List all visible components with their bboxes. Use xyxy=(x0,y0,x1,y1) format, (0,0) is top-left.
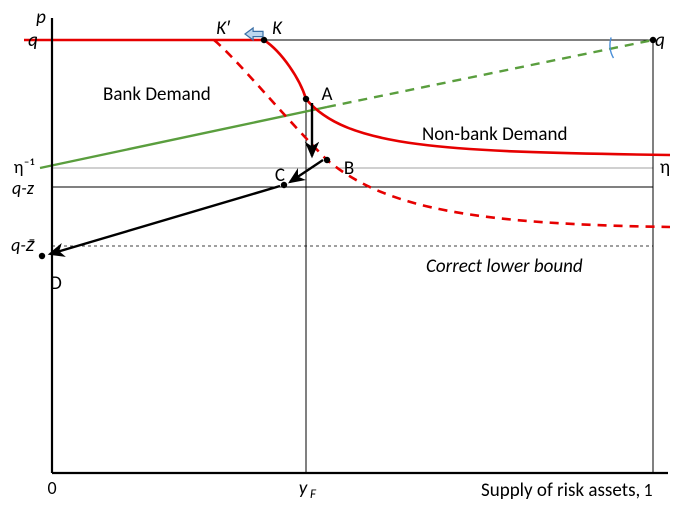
label-q_left: q xyxy=(28,29,38,52)
label-zero: 0 xyxy=(47,477,56,499)
point-K xyxy=(261,37,267,43)
curves xyxy=(24,40,670,227)
label-q_minus_z: q-z xyxy=(12,177,35,199)
label-supply: Supply of risk assets, xyxy=(481,479,640,502)
label-K: K xyxy=(272,17,283,40)
kprime-shift-arrow-icon xyxy=(245,28,263,40)
label-A: A xyxy=(322,83,333,106)
label-eta_inv: η⁻¹ xyxy=(14,156,35,178)
point-B xyxy=(324,157,330,163)
label-q_minus_zbar: q-z̄ xyxy=(11,234,35,256)
label-B: B xyxy=(344,157,354,180)
label-one: 1 xyxy=(643,479,652,501)
label-Kprime: K′ xyxy=(216,17,231,40)
point-D xyxy=(39,253,45,259)
point-A xyxy=(303,96,309,102)
label-yF_sub: F xyxy=(310,487,317,502)
label-D: D xyxy=(50,272,62,295)
label-q_right: q xyxy=(655,29,665,52)
nonbank-demand-line-dashed xyxy=(327,40,653,107)
label-correct_lb: Correct lower bound xyxy=(426,255,583,278)
label-bank_demand: Bank Demand xyxy=(103,83,211,106)
label-nonbank_demand: Non-bank Demand xyxy=(422,123,567,146)
arrow-c-to-d xyxy=(50,186,280,254)
decorations xyxy=(245,28,613,58)
economic-diagram: pqqη⁻¹ηq-zq-z̄0yFSupply of risk assets,1… xyxy=(0,0,685,514)
label-p: p xyxy=(36,6,46,29)
label-C: C xyxy=(275,164,285,187)
nonbank-demand-line xyxy=(40,107,327,168)
label-eta_right: η xyxy=(660,156,670,179)
labels: pqqη⁻¹ηq-zq-z̄0yFSupply of risk assets,1… xyxy=(11,6,670,502)
label-yF: y xyxy=(299,477,308,500)
